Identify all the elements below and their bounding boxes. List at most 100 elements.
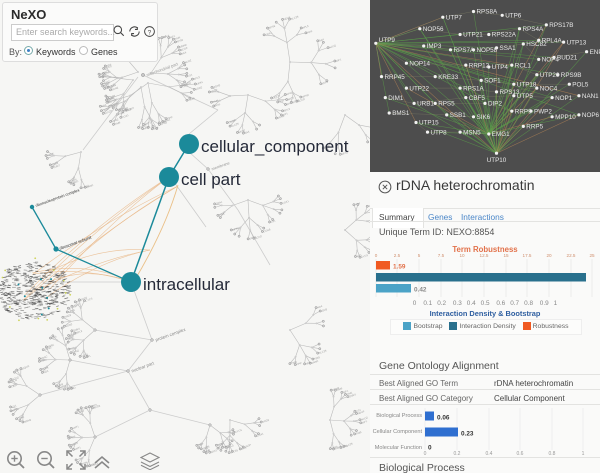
svg-text:1: 1	[582, 451, 585, 456]
svg-text:UTP20: UTP20	[540, 72, 560, 79]
svg-text:20: 20	[546, 253, 552, 258]
svg-text:EMG1: EMG1	[492, 131, 510, 138]
svg-text:URB1: URB1	[417, 101, 434, 108]
svg-text:ACO2: ACO2	[328, 43, 337, 49]
svg-text:SLC25: SLC25	[290, 14, 299, 21]
svg-text:RPS9B: RPS9B	[561, 72, 582, 79]
svg-text:UTP10: UTP10	[487, 157, 507, 164]
svg-text:HSC82: HSC82	[526, 41, 547, 48]
svg-text:0: 0	[424, 451, 427, 456]
svg-text:7.5: 7.5	[438, 253, 445, 258]
svg-text:25: 25	[589, 253, 595, 258]
svg-text:0.23: 0.23	[461, 430, 474, 437]
svg-text:SSA1: SSA1	[500, 45, 517, 52]
svg-text:NOC4: NOC4	[540, 85, 558, 92]
svg-text:ACO2: ACO2	[184, 58, 193, 64]
svg-text:NOP1: NOP1	[555, 95, 573, 102]
svg-text:NOP58: NOP58	[477, 47, 498, 54]
svg-text:ND4: ND4	[305, 360, 312, 366]
svg-text:RPS5: RPS5	[438, 101, 455, 108]
svg-text:12.5: 12.5	[480, 253, 489, 258]
svg-text:PPIF: PPIF	[306, 29, 313, 35]
svg-text:ACO2: ACO2	[81, 183, 90, 189]
svg-text:OPA1: OPA1	[196, 80, 204, 86]
svg-text:TIM23: TIM23	[63, 313, 72, 319]
svg-text:RPL3: RPL3	[302, 24, 310, 30]
svg-text:ANT1: ANT1	[72, 424, 80, 430]
svg-text:BMS1: BMS1	[392, 110, 410, 117]
svg-text:CBF5: CBF5	[469, 95, 486, 102]
svg-text:NOP14: NOP14	[409, 60, 430, 67]
svg-text:POL5: POL5	[572, 81, 589, 88]
svg-text:RPS1A: RPS1A	[463, 85, 484, 92]
svg-text:MSN5: MSN5	[463, 129, 481, 136]
svg-text:22.5: 22.5	[567, 253, 576, 258]
svg-text:0.4: 0.4	[486, 451, 493, 456]
svg-text:UTP21: UTP21	[463, 32, 483, 39]
svg-text:mitochondrial part: mitochondrial part	[146, 61, 180, 77]
svg-text:RPS17B: RPS17B	[549, 22, 573, 29]
svg-text:0.42: 0.42	[414, 286, 427, 293]
svg-text:Cellular Component: Cellular Component	[373, 429, 423, 435]
svg-text:COX1: COX1	[256, 431, 265, 437]
svg-text:0.2: 0.2	[454, 451, 461, 456]
svg-text:UTP9: UTP9	[379, 37, 396, 44]
svg-text:NAN1: NAN1	[582, 93, 599, 100]
svg-text:UTP8: UTP8	[431, 129, 448, 136]
svg-text:RPS22A: RPS22A	[492, 32, 517, 39]
svg-text:SIK6: SIK6	[477, 114, 491, 121]
svg-text:BUD21: BUD21	[557, 55, 578, 62]
svg-text:10: 10	[459, 253, 465, 258]
svg-text:COX1: COX1	[281, 199, 290, 205]
svg-text:15: 15	[503, 253, 509, 258]
svg-text:PWP2: PWP2	[534, 108, 552, 115]
svg-text:RPS4A: RPS4A	[523, 26, 544, 33]
svg-text:UTP18: UTP18	[517, 81, 537, 88]
svg-text:ENP1: ENP1	[590, 49, 600, 56]
svg-text:UTP13: UTP13	[567, 39, 587, 46]
svg-text:RRP12: RRP12	[469, 62, 490, 69]
svg-text:0: 0	[428, 444, 432, 451]
svg-text:IMP3: IMP3	[427, 43, 442, 50]
svg-text:0: 0	[375, 253, 378, 258]
svg-text:RRP45: RRP45	[385, 74, 406, 81]
svg-text:Molecular Function: Molecular Function	[375, 445, 422, 451]
svg-text:2.5: 2.5	[394, 253, 401, 258]
svg-text:CS1: CS1	[270, 218, 277, 224]
svg-text:RRP9: RRP9	[515, 108, 532, 115]
svg-text:5: 5	[418, 253, 421, 258]
svg-text:SOD2: SOD2	[195, 85, 204, 91]
svg-text:?: ?	[148, 29, 152, 36]
svg-text:UTP22: UTP22	[409, 85, 429, 92]
svg-text:AIF1: AIF1	[335, 57, 342, 63]
svg-text:UTP4: UTP4	[492, 64, 509, 71]
svg-text:0.6: 0.6	[517, 451, 524, 456]
svg-text:UQCR: UQCR	[21, 364, 30, 370]
svg-text:SOD2: SOD2	[262, 418, 271, 424]
svg-text:RPS8A: RPS8A	[477, 9, 498, 16]
svg-text:17.5: 17.5	[523, 253, 532, 258]
svg-text:Biological Process: Biological Process	[376, 413, 422, 419]
svg-text:RRP5: RRP5	[526, 124, 543, 131]
svg-text:ribonucleoprotein complex: ribonucleoprotein complex	[35, 187, 81, 208]
svg-text:1.59: 1.59	[393, 263, 406, 270]
svg-text:0.8: 0.8	[549, 451, 556, 456]
svg-text:NOP6: NOP6	[582, 112, 600, 119]
svg-text:UTP7: UTP7	[446, 14, 463, 21]
svg-text:MPP10: MPP10	[555, 114, 576, 121]
svg-text:RPS7A: RPS7A	[454, 47, 475, 54]
svg-text:RCL1: RCL1	[515, 62, 532, 69]
svg-text:OPA1: OPA1	[232, 226, 240, 232]
svg-text:0.06: 0.06	[437, 414, 450, 421]
svg-text:RPS6: RPS6	[268, 24, 276, 30]
svg-text:NOP56: NOP56	[423, 26, 444, 33]
svg-text:KRE33: KRE33	[438, 74, 458, 81]
svg-text:UTP5: UTP5	[517, 93, 534, 100]
svg-text:protein complex: protein complex	[155, 327, 187, 343]
svg-text:DIM1: DIM1	[388, 95, 404, 102]
svg-text:DIP2: DIP2	[488, 101, 502, 108]
svg-text:SSB1: SSB1	[450, 112, 467, 119]
svg-text:SOF1: SOF1	[484, 78, 501, 85]
svg-text:UTP15: UTP15	[419, 120, 439, 127]
svg-text:UTP6: UTP6	[505, 13, 522, 20]
